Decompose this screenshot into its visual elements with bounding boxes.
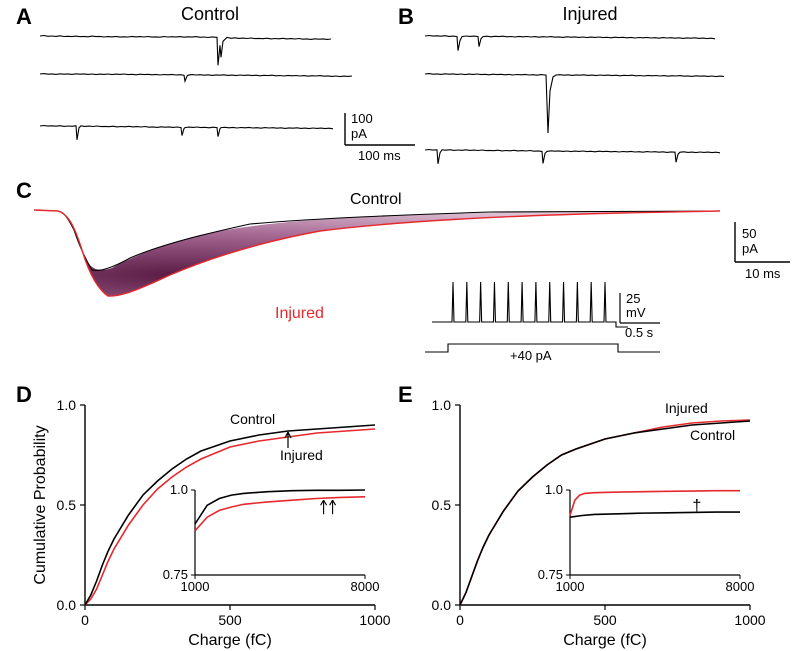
svg-text:1000: 1000 xyxy=(359,612,390,628)
panel-C-scale-v: 50 xyxy=(742,226,756,241)
svg-text:Control: Control xyxy=(230,411,275,427)
panel-D-axes: 0 500 1000 0.0 0.5 1.0 Charge (fC) Cumulative P… xyxy=(32,397,391,649)
scalebar-v-label: 100 xyxy=(351,111,373,126)
scalebar-h-label: 100 ms xyxy=(358,148,401,163)
svg-text:8000: 8000 xyxy=(726,579,755,594)
svg-text:0: 0 xyxy=(456,612,464,628)
svg-text:1.0: 1.0 xyxy=(170,482,188,497)
svg-text:0.0: 0.0 xyxy=(432,597,452,613)
panel-AB-scalebar: 100 pA 100 ms xyxy=(345,111,415,163)
panel-C-control-label: Control xyxy=(350,191,402,208)
svg-text:Charge (fC): Charge (fC) xyxy=(563,632,647,649)
panel-E-axes: 0 500 1000 0.0 0.5 1.0 Charge (fC) Control Injur… xyxy=(432,397,766,649)
svg-text:500: 500 xyxy=(593,612,617,628)
svg-text:1.0: 1.0 xyxy=(432,397,452,413)
panel-B-trace-1 xyxy=(425,36,715,51)
figure-root: A B C D E Control Injured 100 pA 100 ms xyxy=(0,0,800,651)
panel-C-inset-spikes: 25 mV 0.5 s +40 pA xyxy=(425,282,660,363)
panel-C-injured-label: Injured xyxy=(275,305,324,322)
inset-inj-label: +40 pA xyxy=(510,348,552,363)
svg-text:†: † xyxy=(692,497,701,514)
panel-C-scale-vu: pA xyxy=(742,241,758,256)
svg-text:0.5: 0.5 xyxy=(432,497,452,513)
svg-text:1000: 1000 xyxy=(734,612,765,628)
svg-text:Charge (fC): Charge (fC) xyxy=(188,632,272,649)
svg-text:0: 0 xyxy=(81,612,89,628)
panel-B-trace-3 xyxy=(425,150,720,164)
scalebar-v-unit: pA xyxy=(351,126,367,141)
svg-text:Cumulative Probability: Cumulative Probability xyxy=(32,425,49,584)
inset-time: 0.5 s xyxy=(625,325,654,340)
svg-text:Injured: Injured xyxy=(665,400,708,416)
svg-text:500: 500 xyxy=(218,612,242,628)
svg-text:1.0: 1.0 xyxy=(545,482,563,497)
svg-text:0.75: 0.75 xyxy=(163,567,188,582)
inset-amp: 25 xyxy=(626,291,640,306)
panel-C-scalebar: 50 pA 10 ms xyxy=(735,222,790,281)
inset-amp-u: mV xyxy=(626,305,646,320)
panel-A-trace-3 xyxy=(40,126,333,140)
svg-text:8000: 8000 xyxy=(351,579,380,594)
panel-A-trace-2 xyxy=(40,74,352,82)
svg-text:0.0: 0.0 xyxy=(57,597,77,613)
panel-C-scale-h: 10 ms xyxy=(745,266,781,281)
panel-A-trace-1 xyxy=(40,36,331,66)
svg-text:Injured: Injured xyxy=(280,447,323,463)
svg-text:0.75: 0.75 xyxy=(538,567,563,582)
svg-text:1.0: 1.0 xyxy=(57,397,77,413)
figure-svg: 100 pA 100 ms Control Injured 50 pA 10 m… xyxy=(0,0,800,651)
svg-text:Control: Control xyxy=(690,427,735,443)
panel-B-trace-2 xyxy=(425,74,724,133)
svg-text:0.5: 0.5 xyxy=(57,497,77,513)
